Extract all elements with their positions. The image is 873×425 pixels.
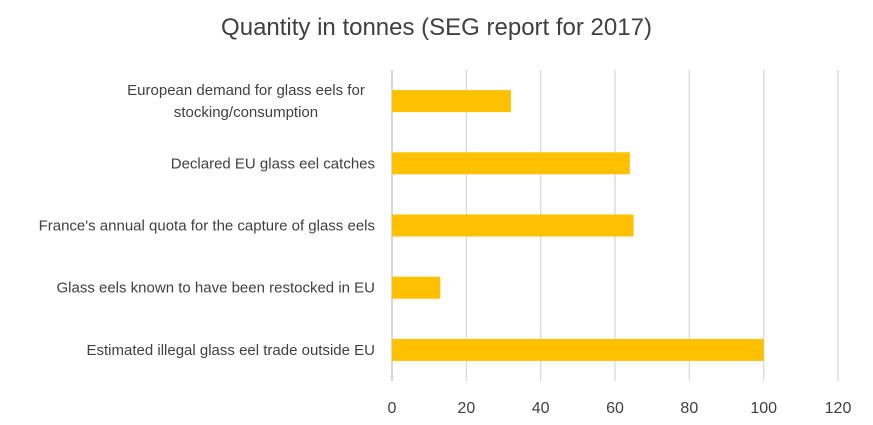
x-tick-label: 20 bbox=[457, 400, 475, 417]
category-label: France's annual quota for the capture of… bbox=[39, 218, 375, 235]
category-label: Declared EU glass eel catches bbox=[171, 155, 375, 172]
bar bbox=[392, 152, 630, 175]
x-tick-label: 40 bbox=[532, 400, 550, 417]
category-label: stocking/consumption bbox=[174, 104, 318, 121]
category-label: European demand for glass eels for bbox=[127, 82, 365, 99]
bar bbox=[392, 214, 634, 237]
x-tick-label: 80 bbox=[680, 400, 698, 417]
category-label: Estimated illegal glass eel trade outsid… bbox=[87, 342, 376, 359]
x-tick-label: 120 bbox=[825, 400, 852, 417]
chart-title: Quantity in tonnes (SEG report for 2017) bbox=[221, 14, 652, 41]
x-tick-label: 60 bbox=[606, 400, 624, 417]
bar bbox=[392, 338, 764, 361]
bar bbox=[392, 276, 441, 299]
bar bbox=[392, 90, 511, 113]
category-label: Glass eels known to have been restocked … bbox=[56, 280, 375, 297]
x-tick-label: 100 bbox=[750, 400, 777, 417]
x-tick-label: 0 bbox=[388, 400, 397, 417]
